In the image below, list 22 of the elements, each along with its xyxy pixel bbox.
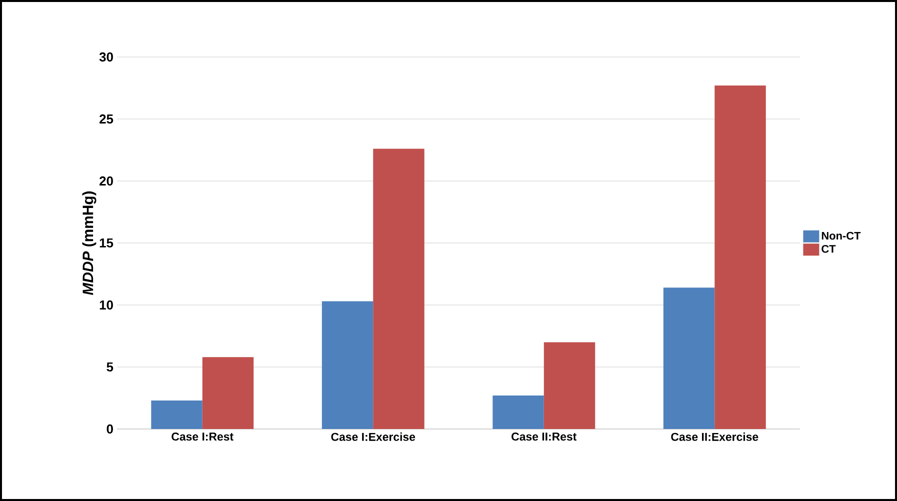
y-tick-label: 5 (106, 362, 114, 372)
bar (714, 86, 766, 429)
bar (492, 396, 544, 429)
x-tick-label: Case II:Exercise (671, 432, 758, 441)
bar (202, 357, 254, 429)
y-tick-label: 30 (99, 52, 113, 62)
y-tick-label: 20 (100, 176, 113, 186)
y-tick-label: 15 (100, 238, 114, 248)
legend-label: Non-CT (822, 232, 861, 240)
bar (373, 148, 424, 429)
legend-label: CT (822, 245, 836, 253)
bar (544, 342, 596, 429)
y-tick-label: 0 (106, 424, 113, 434)
x-tick-label: Case I:Exercise (331, 432, 416, 441)
bar (322, 301, 374, 429)
bar (151, 400, 202, 429)
x-tick-label: Case I:Rest (172, 432, 234, 441)
y-tick-label: 10 (100, 300, 113, 310)
y-tick-label: 25 (100, 114, 114, 124)
y-axis-title: MDDP (mmHg) (82, 191, 96, 296)
bar (663, 288, 715, 429)
x-tick-label: Case II:Rest (512, 432, 577, 441)
